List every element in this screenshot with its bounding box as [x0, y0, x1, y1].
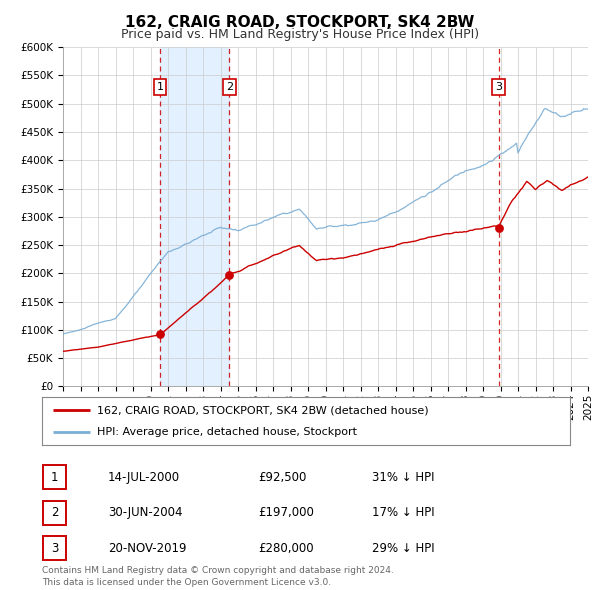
- Text: 162, CRAIG ROAD, STOCKPORT, SK4 2BW: 162, CRAIG ROAD, STOCKPORT, SK4 2BW: [125, 15, 475, 30]
- FancyBboxPatch shape: [43, 501, 66, 525]
- Point: [155, 329, 165, 339]
- Text: Price paid vs. HM Land Registry's House Price Index (HPI): Price paid vs. HM Land Registry's House …: [121, 28, 479, 41]
- Bar: [160, 47, 229, 386]
- Text: 3: 3: [495, 82, 502, 92]
- Text: Contains HM Land Registry data © Crown copyright and database right 2024.
This d: Contains HM Land Registry data © Crown c…: [42, 566, 394, 587]
- Text: £92,500: £92,500: [258, 471, 307, 484]
- Text: 14-JUL-2000: 14-JUL-2000: [108, 471, 180, 484]
- Text: £280,000: £280,000: [258, 542, 314, 555]
- Point: [224, 270, 234, 280]
- Text: 17% ↓ HPI: 17% ↓ HPI: [372, 506, 434, 519]
- FancyBboxPatch shape: [43, 536, 66, 560]
- Text: 3: 3: [51, 542, 58, 555]
- Text: 1: 1: [157, 82, 163, 92]
- Text: 2: 2: [51, 506, 58, 519]
- Text: 30-JUN-2004: 30-JUN-2004: [108, 506, 182, 519]
- Text: 29% ↓ HPI: 29% ↓ HPI: [372, 542, 434, 555]
- Text: £197,000: £197,000: [258, 506, 314, 519]
- Text: 162, CRAIG ROAD, STOCKPORT, SK4 2BW (detached house): 162, CRAIG ROAD, STOCKPORT, SK4 2BW (det…: [97, 405, 429, 415]
- Text: 1: 1: [51, 471, 58, 484]
- FancyBboxPatch shape: [43, 466, 66, 489]
- Point: [494, 224, 503, 233]
- Text: 31% ↓ HPI: 31% ↓ HPI: [372, 471, 434, 484]
- Text: HPI: Average price, detached house, Stockport: HPI: Average price, detached house, Stoc…: [97, 427, 358, 437]
- Text: 20-NOV-2019: 20-NOV-2019: [108, 542, 187, 555]
- Text: 2: 2: [226, 82, 233, 92]
